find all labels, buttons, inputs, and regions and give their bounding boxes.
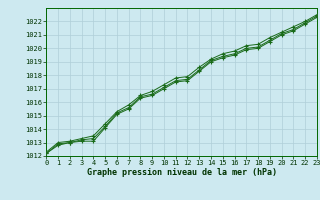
X-axis label: Graphe pression niveau de la mer (hPa): Graphe pression niveau de la mer (hPa) (87, 168, 276, 177)
